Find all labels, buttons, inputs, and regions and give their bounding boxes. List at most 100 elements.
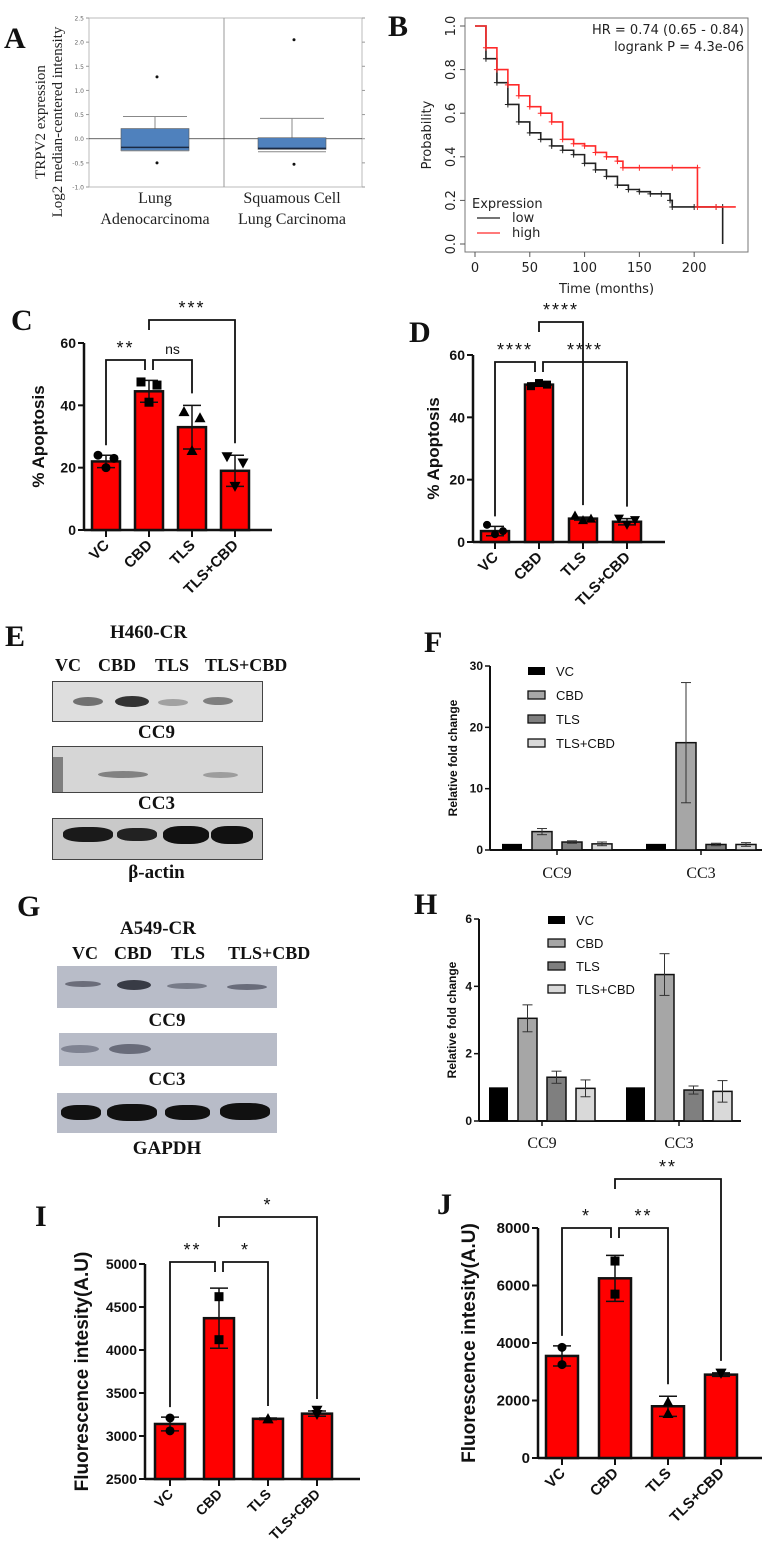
y-tick-label: 0.0 (444, 234, 459, 255)
bar-cc3-vc (626, 1087, 645, 1121)
blot-g-lane-labels: VC CBD TLS TLS+CBD (0, 943, 390, 967)
chart-a-boxplot: 2.5 2.0 1.5 1.0 0.5 0.0 -0.5 -1.0 Lung Adenocarci… (0, 0, 385, 240)
y-tick-label: 40 (449, 409, 465, 425)
significance-label: **** (543, 300, 579, 320)
y-axis-label: Fluorescence intesity(A.U) (72, 1252, 93, 1492)
y-tick-label: 6 (465, 912, 472, 926)
chart-a-svg: 2.5 2.0 1.5 1.0 0.5 0.0 -0.5 -1.0 Lung Adenocarci… (33, 16, 365, 228)
blot-e-lane-vc: VC (55, 655, 81, 675)
y-tick-label: 8000 (497, 1220, 530, 1237)
significance-bracket (614, 1178, 722, 1361)
bar-cc9-vc (489, 1087, 508, 1121)
y-axis-label: Probability (420, 100, 435, 169)
significance-bracket (222, 1261, 269, 1406)
significance-label: * (263, 1195, 272, 1215)
legend-label-high: high (512, 226, 540, 241)
censor-mark (669, 164, 676, 171)
legend-label-cbd: CBD (576, 936, 603, 951)
legend-swatch-vc (548, 916, 565, 924)
panel-label-c: C (11, 304, 33, 337)
y-tick-label: 1.5 (74, 64, 84, 71)
blot-g-gapdh-image (57, 1093, 277, 1133)
data-point-circle (557, 1342, 567, 1352)
significance-label: * (241, 1240, 250, 1260)
data-point-triangle-down (630, 516, 640, 526)
significance-bracket (218, 1216, 318, 1400)
y-tick-label: 3000 (106, 1428, 137, 1444)
y-axis-label: Relative fold change (446, 699, 460, 816)
blot-e-lane-tls: TLS (155, 655, 190, 675)
y-tick-label: 0.2 (444, 190, 459, 211)
censor-mark (559, 147, 566, 154)
significance-label: * (582, 1206, 591, 1226)
censor-mark (667, 197, 674, 204)
bar-cbd (597, 1277, 633, 1460)
chart-h-fold-change: 0 2 4 6 Relative fold change CC9 CC3 VC CBD TLS TL… (400, 890, 771, 1152)
blot-e-lane-tls-cbd: TLS+CBD (205, 655, 288, 675)
outlier (292, 38, 296, 42)
blot-g-cc3-image (59, 1033, 277, 1066)
data-point-triangle-up (662, 1396, 674, 1407)
bar-cc9-vc (502, 843, 522, 850)
y-tick-label: 2.0 (74, 40, 84, 47)
censor-mark (592, 166, 599, 173)
significance-label: ** (116, 338, 134, 358)
y-tick-label: 4000 (497, 1335, 530, 1352)
x-tick-label: VC (86, 537, 113, 564)
data-point-square (214, 1292, 224, 1302)
y-tick-label: 0.4 (444, 146, 459, 167)
y-tick-label: 40 (60, 397, 76, 413)
x-category-label: Squamous Cell (243, 190, 341, 207)
x-tick-label: 50 (522, 261, 539, 276)
censor-mark (526, 129, 533, 136)
data-point-triangle-down (221, 452, 233, 463)
panel-label-d: D (409, 316, 431, 349)
y-tick-label: 2 (465, 1047, 472, 1061)
significance-bracket (169, 1261, 216, 1408)
chart-b-survival: 0 50 100 150 200 0.0 0.2 0.4 0.6 0.8 1.0 Time (mont… (385, 0, 771, 300)
chart-c-apoptosis: 0 20 40 60% Apoptosis VC CBD TLS TLS+CBD ** ns *** (0, 280, 385, 610)
hr-annotation: HR = 0.74 (0.65 - 0.84) (592, 23, 744, 38)
censor-mark (493, 79, 500, 86)
y-axis-label: % Apoptosis (29, 385, 48, 487)
y-tick-label: 30 (470, 659, 484, 673)
censor-mark (619, 164, 626, 171)
x-category-label: CC3 (686, 865, 715, 882)
y-tick-label: 5000 (106, 1256, 137, 1272)
x-tick-label: TLS (244, 1486, 274, 1516)
censor-mark (526, 103, 533, 110)
y-tick-label: 20 (60, 460, 76, 476)
y-tick-label: 2.5 (74, 16, 84, 23)
significance-bracket (105, 359, 146, 446)
blot-e-lane-labels: VC CBD TLS TLS+CBD (0, 655, 390, 679)
legend-swatch-tls-cbd (527, 738, 546, 748)
data-point-triangle-down (311, 1405, 323, 1416)
censor-mark (636, 188, 643, 195)
y-tick-label: 60 (60, 335, 76, 351)
blot-g-cc3-label: CC3 (148, 1069, 186, 1090)
censor-mark (493, 66, 500, 73)
y-tick-label: 0 (465, 1114, 472, 1128)
x-category-label: CC3 (664, 1135, 693, 1152)
y-tick-label: 4000 (106, 1342, 137, 1358)
data-point-triangle-down (715, 1368, 727, 1379)
data-point-square (527, 382, 535, 391)
data-point-circle (109, 453, 119, 463)
x-category-label: Lung (138, 190, 172, 207)
data-point-triangle-up (586, 513, 596, 523)
data-point-square (610, 1256, 620, 1266)
y-axis-label: Log2 median-centered intensity (50, 26, 66, 217)
significance-bracket (618, 1227, 669, 1385)
blot-e-actin-image (52, 818, 263, 860)
censor-mark (570, 140, 577, 147)
y-axis-label: Relative fold change (445, 961, 459, 1078)
panel-label-h: H (414, 888, 438, 921)
censor-mark (658, 190, 665, 197)
y-tick-label: -0.5 (72, 160, 84, 167)
data-point-square (152, 380, 162, 390)
legend-label-tls: TLS (556, 712, 580, 727)
data-point-circle (483, 520, 491, 529)
data-point-triangle-up (578, 515, 588, 525)
chart-i-fluorescence: 2500 3000 3500 4000 4500 5000 Fluorescence int… (0, 1130, 390, 1560)
y-tick-label: 0.8 (444, 59, 459, 80)
